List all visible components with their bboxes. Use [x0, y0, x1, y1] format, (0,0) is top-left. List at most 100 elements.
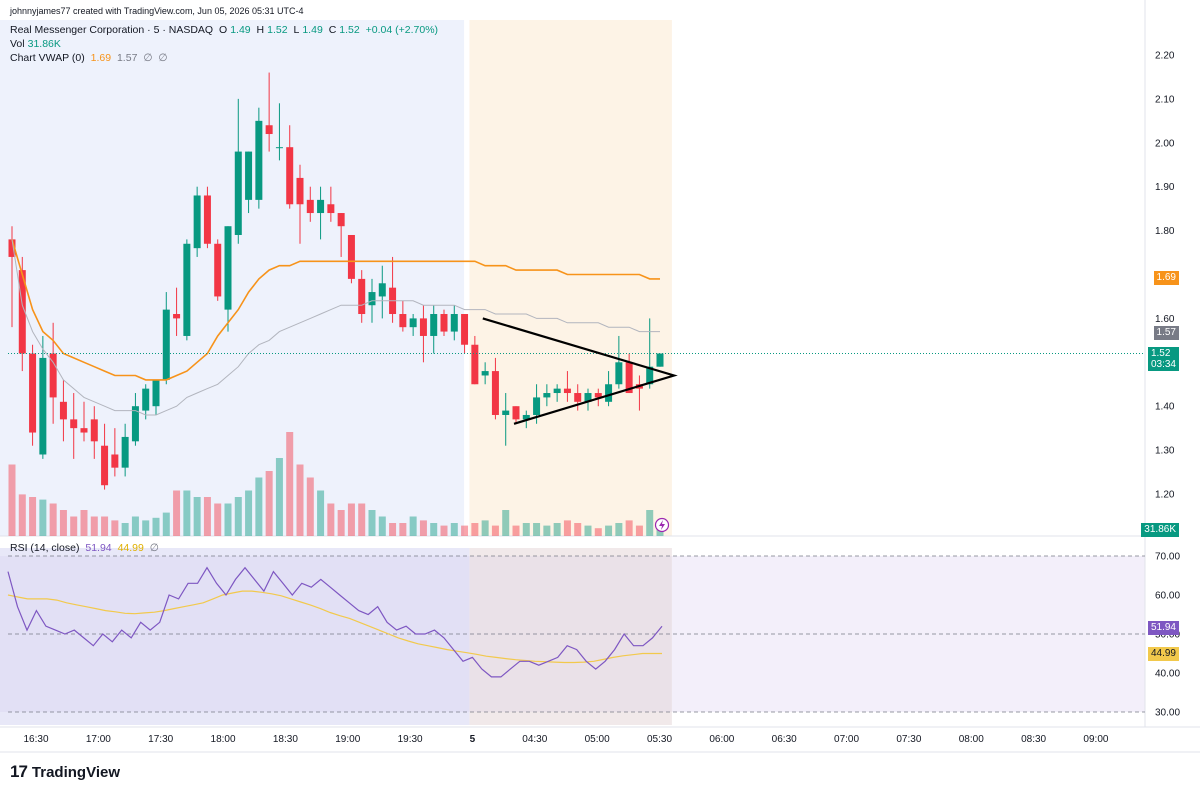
- high-value: 1.52: [267, 24, 288, 36]
- symbol-legend[interactable]: Real Messenger Corporation · 5 · NASDAQ …: [10, 24, 439, 36]
- candle-body: [39, 357, 47, 455]
- candle-body: [121, 436, 129, 468]
- candle-body: [59, 401, 67, 420]
- candle-body: [317, 199, 325, 214]
- volume-bar: [553, 523, 561, 536]
- volume-legend[interactable]: Vol 31.86K: [10, 38, 61, 50]
- vwap-band-line: [11, 239, 660, 416]
- candle-body: [152, 379, 160, 407]
- candle-body: [430, 314, 438, 336]
- price-tick-label: 2.20: [1155, 51, 1175, 62]
- session-background-pre-market: [469, 20, 672, 536]
- volume-bar: [594, 528, 602, 536]
- volume-bar: [70, 516, 78, 536]
- logo-text: TradingView: [31, 763, 121, 781]
- volume-bar: [275, 458, 283, 536]
- vwap-legend[interactable]: Chart VWAP (0) 1.69 1.57 ∅ ∅: [10, 52, 168, 64]
- candle-body: [378, 283, 386, 297]
- candle-body: [131, 406, 139, 442]
- rsi-tick-label: 30.00: [1155, 708, 1180, 719]
- price-tick-label: 1.60: [1155, 314, 1175, 325]
- volume-bar: [615, 523, 623, 536]
- candle-body: [275, 147, 283, 149]
- candle-body: [193, 195, 201, 249]
- candle-body: [337, 213, 345, 227]
- rsi-band-fill-sessions: [0, 556, 672, 712]
- volume-bar: [203, 497, 211, 536]
- price-tick-label: 1.20: [1155, 490, 1175, 501]
- session-background-post-market: [0, 20, 465, 536]
- candle-body: [29, 353, 37, 433]
- rsi-legend[interactable]: RSI (14, close) 51.94 44.99 ∅: [10, 542, 159, 554]
- volume-bar: [625, 520, 633, 536]
- volume-bar: [471, 523, 479, 536]
- rsi-tick-label: 70.00: [1155, 552, 1180, 563]
- volume-bar: [440, 525, 448, 536]
- candle-body: [162, 309, 170, 380]
- volume-bar: [430, 523, 438, 536]
- volume-bar: [491, 525, 499, 536]
- candle-body: [563, 388, 571, 394]
- candle-body: [8, 239, 16, 257]
- volume-bar: [574, 523, 582, 536]
- rsi-tick-label: 50.00: [1155, 630, 1180, 641]
- time-tick-label: 17:30: [148, 734, 173, 745]
- time-tick-label: 18:00: [211, 734, 236, 745]
- candle-body: [255, 120, 263, 200]
- volume-bar: [522, 523, 530, 536]
- candle-body: [399, 314, 407, 328]
- price-tick-label: 1.40: [1155, 402, 1175, 413]
- candle-body: [101, 445, 109, 486]
- volume-bar: [327, 503, 335, 536]
- candle-body: [111, 454, 119, 468]
- volume-bar: [481, 520, 489, 536]
- volume-bar: [584, 525, 592, 536]
- time-tick-label: 05:30: [647, 734, 672, 745]
- volume-bar: [450, 523, 458, 536]
- candle-body: [358, 278, 366, 315]
- candle-body: [656, 353, 664, 367]
- candle-body: [522, 414, 530, 420]
- candle-body: [18, 270, 26, 354]
- candle-body: [296, 177, 304, 205]
- candle-body: [574, 393, 582, 402]
- candle-body: [419, 318, 427, 336]
- volume-bar: [111, 520, 119, 536]
- volume-bar: [512, 525, 520, 536]
- candle-body: [553, 388, 561, 394]
- volume-bar: [635, 525, 643, 536]
- volume-bar: [162, 512, 170, 536]
- price-tick-label: 1.30: [1155, 446, 1175, 457]
- volume-bar: [59, 510, 67, 536]
- volume-bar: [306, 477, 314, 536]
- symbol-name: Real Messenger Corporation · 5 · NASDAQ: [10, 24, 214, 36]
- candle-body: [224, 226, 232, 310]
- candle-body: [491, 371, 499, 415]
- volume-bar: [101, 516, 109, 536]
- volume-bar: [378, 516, 386, 536]
- time-tick-label: 07:30: [896, 734, 921, 745]
- tradingview-logo-icon: 17: [10, 762, 28, 781]
- volume-bar: [255, 477, 263, 536]
- volume-bar: [214, 503, 222, 536]
- volume-bar: [80, 510, 88, 536]
- last-price-value: 1.52: [1150, 348, 1171, 359]
- volume-bar: [368, 510, 376, 536]
- volume-bar: [29, 497, 37, 536]
- volume-bar: [605, 525, 613, 536]
- rsi-value: 51.94: [85, 542, 112, 554]
- candle-body: [646, 366, 654, 385]
- lightning-icon-bolt: [659, 520, 665, 530]
- last-price-badge: 1.52 03:34: [1147, 347, 1179, 371]
- tradingview-logo[interactable]: 17 TradingView: [10, 762, 120, 782]
- candle-body: [327, 204, 335, 214]
- candle-body: [245, 151, 253, 200]
- candle-body: [347, 234, 355, 279]
- rsi-line: [7, 566, 663, 678]
- candle-body: [543, 393, 551, 398]
- candle-body: [615, 362, 623, 385]
- volume-bar: [183, 490, 191, 536]
- rsi-badge: 51.94: [1147, 621, 1179, 635]
- band-price-badge: 1.57: [1153, 326, 1179, 340]
